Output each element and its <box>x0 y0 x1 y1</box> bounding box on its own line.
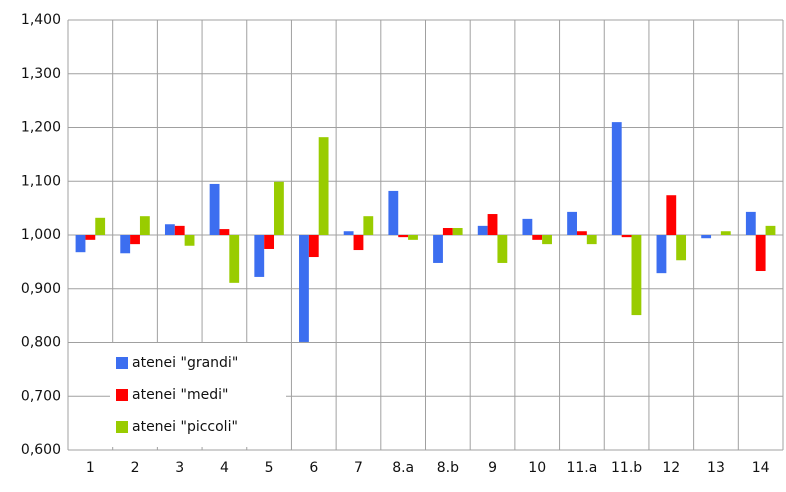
bar <box>75 235 86 253</box>
y-tick-label: 1,000 <box>21 227 61 243</box>
legend-box <box>110 343 286 447</box>
legend-swatch <box>116 421 128 433</box>
bar <box>353 235 364 251</box>
bar <box>765 225 776 235</box>
bar <box>433 235 443 263</box>
bar <box>701 235 712 239</box>
bar <box>130 235 140 245</box>
legend-swatch <box>116 389 128 401</box>
x-tick-label: 8.b <box>437 460 459 476</box>
bar <box>174 225 185 235</box>
y-tick-label: 1,300 <box>21 66 61 82</box>
x-tick-label: 11.a <box>566 460 597 476</box>
bar <box>229 235 240 283</box>
bar <box>184 235 195 246</box>
x-tick-label: 8.a <box>392 460 414 476</box>
bar <box>720 231 731 235</box>
x-tick-label: 1 <box>86 460 95 476</box>
bar <box>442 228 453 235</box>
bar <box>576 231 587 235</box>
x-tick-label: 2 <box>131 460 140 476</box>
bar <box>299 235 309 342</box>
bar <box>477 225 488 235</box>
bar <box>497 235 508 263</box>
bar <box>95 217 106 235</box>
bar <box>745 211 756 235</box>
y-tick-label: 1,100 <box>21 173 61 189</box>
bar <box>363 216 374 235</box>
bar <box>254 235 265 277</box>
y-tick-label: 0,700 <box>21 388 61 404</box>
y-tick-label: 1,200 <box>21 120 61 136</box>
x-tick-label: 3 <box>175 460 184 476</box>
x-tick-label: 12 <box>662 460 680 476</box>
bar <box>567 211 577 235</box>
bar <box>219 229 230 235</box>
bar <box>522 218 533 235</box>
bar <box>343 231 354 235</box>
bar <box>532 235 543 240</box>
bar <box>666 195 677 235</box>
x-tick-label: 4 <box>220 460 229 476</box>
x-tick-label: 14 <box>752 460 770 476</box>
bar <box>308 235 319 258</box>
bar <box>264 235 275 249</box>
bar <box>139 216 150 235</box>
legend-swatch <box>116 357 128 369</box>
bar <box>398 235 409 238</box>
x-tick-label: 10 <box>528 460 546 476</box>
y-tick-label: 0,900 <box>21 281 61 297</box>
y-tick-label: 1,400 <box>21 12 61 28</box>
legend-label: atenei "piccoli" <box>132 419 238 435</box>
y-tick-label: 0,800 <box>21 335 61 351</box>
x-tick-label: 13 <box>707 460 725 476</box>
bar <box>586 235 597 245</box>
x-tick-label: 11.b <box>611 460 642 476</box>
bar <box>487 214 498 235</box>
legend: atenei "grandi" atenei "medi" atenei "picc… <box>110 343 286 447</box>
bar <box>656 235 667 274</box>
legend-label: atenei "grandi" <box>132 355 238 371</box>
bar <box>631 235 642 316</box>
bar <box>621 235 632 238</box>
y-tick-label: 0,600 <box>21 442 61 458</box>
bar <box>85 235 96 240</box>
bar <box>755 235 766 272</box>
bar <box>676 235 687 261</box>
bar <box>452 228 463 235</box>
bar <box>120 235 131 254</box>
x-tick-label: 6 <box>309 460 318 476</box>
bar <box>542 235 552 245</box>
bar <box>388 190 399 235</box>
bar <box>318 137 329 235</box>
bar <box>164 224 175 235</box>
x-tick-label: 7 <box>354 460 363 476</box>
bar <box>611 122 622 235</box>
legend-label: atenei "medi" <box>132 387 228 403</box>
x-tick-label: 9 <box>488 460 497 476</box>
bar <box>274 181 284 235</box>
x-tick-label: 5 <box>265 460 274 476</box>
bar <box>209 183 220 235</box>
bar <box>408 235 418 240</box>
